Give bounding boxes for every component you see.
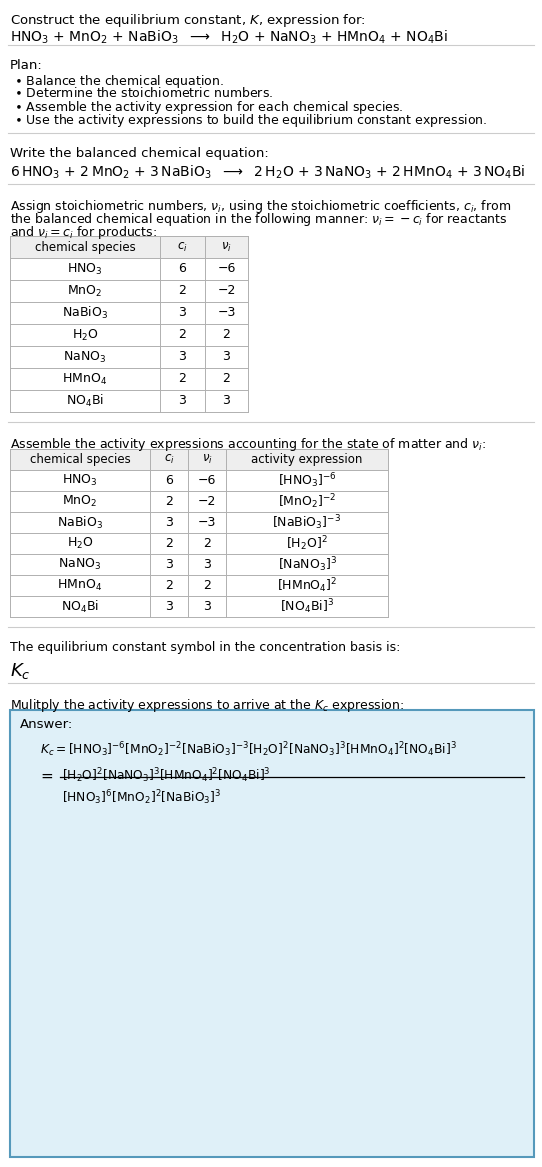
Text: 2: 2 [178, 328, 186, 342]
Text: $\mathregular{HNO_3}$: $\mathregular{HNO_3}$ [67, 261, 103, 277]
Text: Write the balanced chemical equation:: Write the balanced chemical equation: [10, 147, 269, 160]
Text: 3: 3 [165, 516, 173, 529]
Text: $\mathregular{H_2O}$: $\mathregular{H_2O}$ [67, 536, 93, 551]
Text: 3: 3 [178, 307, 186, 320]
Text: $\mathregular{NO_4Bi}$: $\mathregular{NO_4Bi}$ [66, 393, 104, 410]
Text: $[\mathregular{H_2O}]^{2} [\mathregular{NaNO_3}]^{3} [\mathregular{HMnO_4}]^{2} : $[\mathregular{H_2O}]^{2} [\mathregular{… [62, 766, 270, 784]
Text: 2: 2 [203, 579, 211, 592]
Text: $\mathregular{NaNO_3}$: $\mathregular{NaNO_3}$ [59, 557, 101, 572]
FancyBboxPatch shape [10, 710, 534, 1156]
Text: Construct the equilibrium constant, $K$, expression for:: Construct the equilibrium constant, $K$,… [10, 12, 366, 29]
Text: $\mathregular{MnO_2}$: $\mathregular{MnO_2}$ [62, 494, 98, 509]
Text: −2: −2 [217, 285, 236, 298]
Text: Answer:: Answer: [20, 718, 73, 731]
Text: 2: 2 [165, 537, 173, 550]
Text: $\mathregular{HNO_3}$ + $\mathregular{MnO_2}$ + $\mathregular{NaBiO_3}$  $\longr: $\mathregular{HNO_3}$ + $\mathregular{Mn… [10, 29, 448, 47]
Text: $\mathregular{HNO_3}$: $\mathregular{HNO_3}$ [62, 473, 98, 488]
Text: activity expression: activity expression [251, 453, 363, 466]
Text: 2: 2 [223, 372, 230, 385]
Text: the balanced chemical equation in the following manner: $\nu_i = -c_i$ for react: the balanced chemical equation in the fo… [10, 211, 507, 228]
Text: and $\nu_i = c_i$ for products:: and $\nu_i = c_i$ for products: [10, 224, 157, 242]
Text: $[\mathregular{NaNO_3}]^{3}$: $[\mathregular{NaNO_3}]^{3}$ [278, 555, 337, 574]
Text: Assemble the activity expressions accounting for the state of matter and $\nu_i$: Assemble the activity expressions accoun… [10, 436, 486, 453]
Text: 6: 6 [165, 474, 173, 487]
FancyBboxPatch shape [10, 236, 248, 258]
Text: $[\mathregular{NaBiO_3}]^{-3}$: $[\mathregular{NaBiO_3}]^{-3}$ [273, 513, 341, 532]
Text: $[\mathregular{HNO_3}]^{-6}$: $[\mathregular{HNO_3}]^{-6}$ [278, 471, 337, 490]
Text: Assign stoichiometric numbers, $\nu_i$, using the stoichiometric coefficients, $: Assign stoichiometric numbers, $\nu_i$, … [10, 198, 511, 215]
Text: $\mathregular{MnO_2}$: $\mathregular{MnO_2}$ [67, 284, 102, 299]
Text: $\mathregular{H_2O}$: $\mathregular{H_2O}$ [72, 328, 98, 343]
Text: $\bullet$ Use the activity expressions to build the equilibrium constant express: $\bullet$ Use the activity expressions t… [14, 112, 487, 130]
Text: 2: 2 [178, 285, 186, 298]
Text: $c_i$: $c_i$ [177, 240, 188, 253]
Text: 2: 2 [165, 579, 173, 592]
Text: −3: −3 [198, 516, 216, 529]
Text: 3: 3 [178, 394, 186, 407]
Text: 3: 3 [203, 600, 211, 613]
Text: 2: 2 [178, 372, 186, 385]
Text: =: = [40, 769, 53, 783]
Text: 2: 2 [203, 537, 211, 550]
Text: $[\mathregular{H_2O}]^{2}$: $[\mathregular{H_2O}]^{2}$ [286, 534, 328, 553]
Text: $\bullet$ Assemble the activity expression for each chemical species.: $\bullet$ Assemble the activity expressi… [14, 99, 403, 116]
Text: $[\mathregular{NO_4Bi}]^{3}$: $[\mathregular{NO_4Bi}]^{3}$ [280, 598, 334, 616]
Text: 3: 3 [223, 394, 230, 407]
Text: $\mathregular{HMnO_4}$: $\mathregular{HMnO_4}$ [57, 578, 102, 593]
Text: 3: 3 [223, 350, 230, 363]
Text: 2: 2 [223, 328, 230, 342]
Text: $\nu_i$: $\nu_i$ [221, 240, 232, 253]
Text: 3: 3 [165, 600, 173, 613]
Text: $\mathregular{NO_4Bi}$: $\mathregular{NO_4Bi}$ [61, 599, 99, 615]
Text: $\mathregular{NaNO_3}$: $\mathregular{NaNO_3}$ [63, 349, 107, 364]
Text: $\nu_i$: $\nu_i$ [202, 453, 212, 466]
Text: Plan:: Plan: [10, 60, 43, 72]
Text: The equilibrium constant symbol in the concentration basis is:: The equilibrium constant symbol in the c… [10, 641, 401, 654]
Text: 6: 6 [178, 263, 186, 275]
Text: $[\mathregular{HMnO_4}]^{2}$: $[\mathregular{HMnO_4}]^{2}$ [277, 576, 337, 595]
Text: 2: 2 [165, 495, 173, 508]
Text: 3: 3 [165, 558, 173, 571]
Text: 3: 3 [178, 350, 186, 363]
Text: −2: −2 [198, 495, 216, 508]
Text: $\mathregular{HMnO_4}$: $\mathregular{HMnO_4}$ [62, 371, 107, 386]
Text: $K_c = [\mathregular{HNO_3}]^{-6} [\mathregular{MnO_2}]^{-2} [\mathregular{NaBiO: $K_c = [\mathregular{HNO_3}]^{-6} [\math… [40, 740, 457, 759]
Text: chemical species: chemical species [35, 240, 136, 253]
Text: $\mathregular{NaBiO_3}$: $\mathregular{NaBiO_3}$ [57, 515, 103, 531]
Text: $\mathregular{NaBiO_3}$: $\mathregular{NaBiO_3}$ [62, 305, 108, 321]
Text: $[\mathregular{HNO_3}]^{6} [\mathregular{MnO_2}]^{2} [\mathregular{NaBiO_3}]^{3}: $[\mathregular{HNO_3}]^{6} [\mathregular… [62, 788, 221, 806]
Text: $[\mathregular{MnO_2}]^{-2}$: $[\mathregular{MnO_2}]^{-2}$ [278, 492, 336, 511]
Text: $c_i$: $c_i$ [164, 453, 175, 466]
FancyBboxPatch shape [10, 449, 388, 470]
Text: $\bullet$ Balance the chemical equation.: $\bullet$ Balance the chemical equation. [14, 74, 224, 90]
Text: 3: 3 [203, 558, 211, 571]
Text: −6: −6 [217, 263, 236, 275]
Text: $\mathit{K}_c$: $\mathit{K}_c$ [10, 661, 30, 682]
Text: $6\,\mathregular{HNO_3}$ + $2\,\mathregular{MnO_2}$ + $3\,\mathregular{NaBiO_3}$: $6\,\mathregular{HNO_3}$ + $2\,\mathregu… [10, 165, 525, 181]
Text: −6: −6 [198, 474, 216, 487]
Text: $\bullet$ Determine the stoichiometric numbers.: $\bullet$ Determine the stoichiometric n… [14, 86, 273, 100]
Text: −3: −3 [217, 307, 236, 320]
Text: chemical species: chemical species [30, 453, 131, 466]
Text: Mulitply the activity expressions to arrive at the $K_c$ expression:: Mulitply the activity expressions to arr… [10, 697, 404, 714]
